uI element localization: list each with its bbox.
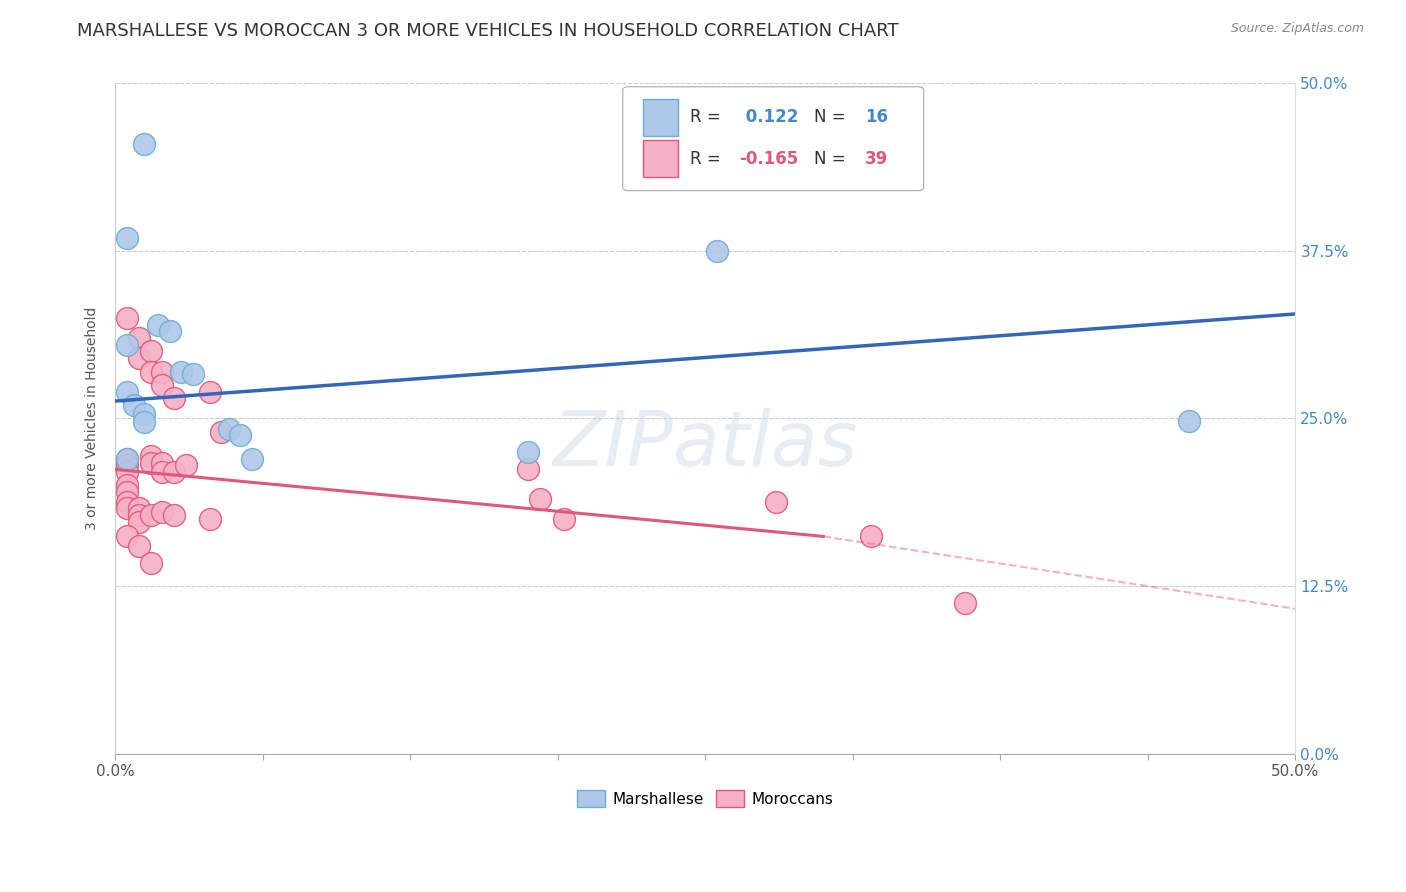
Point xyxy=(181,368,204,382)
Text: N =: N = xyxy=(814,108,851,127)
Text: R =: R = xyxy=(690,150,725,168)
Text: MARSHALLESE VS MOROCCAN 3 OR MORE VEHICLES IN HOUSEHOLD CORRELATION CHART: MARSHALLESE VS MOROCCAN 3 OR MORE VEHICL… xyxy=(77,22,898,40)
Point xyxy=(198,384,221,399)
Point xyxy=(132,408,155,422)
Point xyxy=(115,451,138,466)
Text: N =: N = xyxy=(814,150,851,168)
Point xyxy=(198,512,221,526)
Point xyxy=(115,384,138,399)
Text: 16: 16 xyxy=(865,108,887,127)
Y-axis label: 3 or more Vehicles in Household: 3 or more Vehicles in Household xyxy=(86,307,100,530)
Point xyxy=(211,425,233,439)
Text: -0.165: -0.165 xyxy=(740,150,799,168)
Point xyxy=(159,324,181,338)
Point xyxy=(1178,414,1201,428)
Point xyxy=(115,529,138,543)
Point xyxy=(122,398,145,412)
Point xyxy=(132,416,155,430)
Point xyxy=(139,365,162,379)
Point xyxy=(139,344,162,359)
Point xyxy=(765,494,787,508)
Point xyxy=(170,365,193,379)
Point xyxy=(128,515,150,529)
Point xyxy=(163,465,186,479)
Point xyxy=(218,422,240,436)
Point xyxy=(146,318,169,332)
Point xyxy=(115,485,138,500)
Point xyxy=(128,331,150,345)
Text: 0.122: 0.122 xyxy=(740,108,799,127)
Point xyxy=(115,465,138,479)
Point xyxy=(152,365,174,379)
Point xyxy=(115,451,138,466)
Text: Source: ZipAtlas.com: Source: ZipAtlas.com xyxy=(1230,22,1364,36)
Point xyxy=(163,508,186,522)
Point xyxy=(115,230,138,244)
Point xyxy=(128,539,150,553)
Point xyxy=(139,449,162,463)
Point xyxy=(553,512,575,526)
Point xyxy=(152,465,174,479)
Point xyxy=(139,456,162,470)
Point xyxy=(115,494,138,508)
Point xyxy=(229,427,252,442)
Point xyxy=(115,501,138,516)
Point xyxy=(163,392,186,406)
Point xyxy=(174,458,197,473)
Point xyxy=(128,501,150,516)
Point xyxy=(132,136,155,151)
FancyBboxPatch shape xyxy=(643,99,678,136)
Point xyxy=(517,462,540,476)
Point xyxy=(152,505,174,519)
FancyBboxPatch shape xyxy=(623,87,924,191)
Point xyxy=(152,456,174,470)
Point xyxy=(128,351,150,366)
Point xyxy=(953,596,976,610)
Point xyxy=(139,508,162,522)
Point xyxy=(115,478,138,492)
Point xyxy=(152,378,174,392)
Text: ZIPatlas: ZIPatlas xyxy=(553,409,858,483)
Point xyxy=(517,445,540,459)
Point xyxy=(859,529,882,543)
Text: R =: R = xyxy=(690,108,725,127)
Text: 39: 39 xyxy=(865,150,889,168)
Point xyxy=(139,556,162,570)
FancyBboxPatch shape xyxy=(643,140,678,178)
Point xyxy=(115,458,138,473)
Point xyxy=(706,244,728,258)
Point xyxy=(529,491,551,506)
Legend: Marshallese, Moroccans: Marshallese, Moroccans xyxy=(571,784,839,813)
Point xyxy=(115,338,138,352)
Point xyxy=(240,451,263,466)
Point xyxy=(128,508,150,522)
Point xyxy=(115,310,138,325)
